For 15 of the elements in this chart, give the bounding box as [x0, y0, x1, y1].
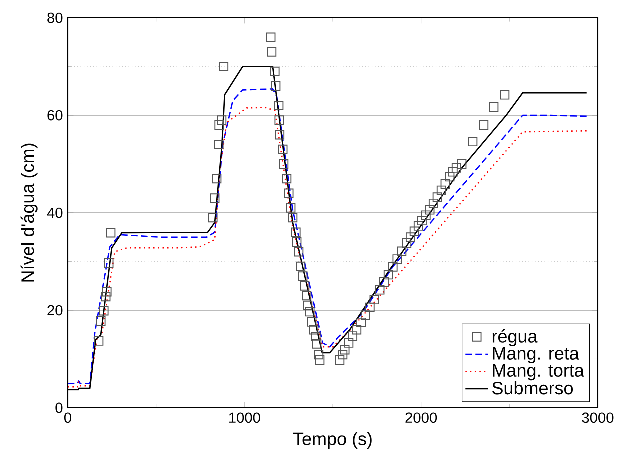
y-tick-label: 0 [56, 402, 63, 414]
y-tick-label: 80 [48, 12, 63, 24]
x-tick-label: 2000 [406, 412, 438, 424]
x-tick-label: 0 [64, 412, 72, 424]
legend-label: Submerso [492, 381, 574, 395]
legend-label: Mang. reta [493, 347, 580, 364]
x-axis-title: Tempo (s) [293, 432, 372, 450]
legend-label: régua [492, 329, 538, 346]
y-axis-title: Nível d'água (cm) [20, 144, 38, 282]
y-tick-label: 60 [48, 110, 63, 121]
x-tick-label: 3000 [582, 412, 614, 424]
x-tick-label: 1000 [229, 412, 260, 424]
y-tick-label: 40 [47, 208, 63, 218]
legend-label: Mang. torta [493, 364, 584, 381]
y-tick-label: 20 [48, 305, 63, 316]
